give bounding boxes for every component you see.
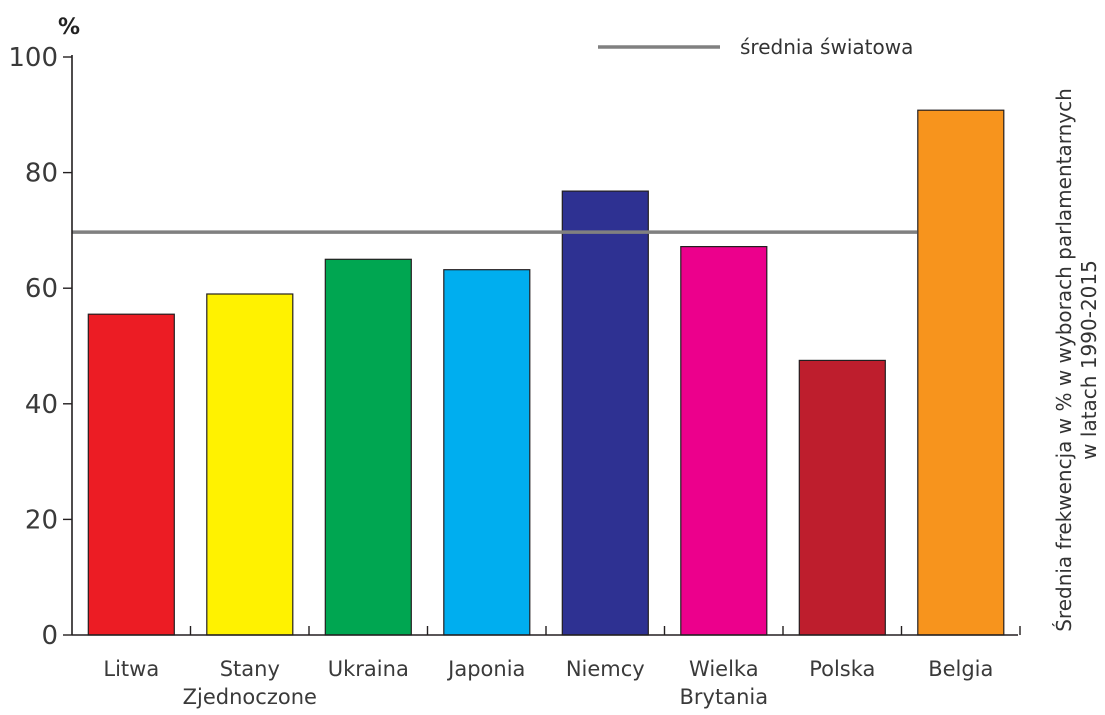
legend: średnia światowa (598, 35, 913, 59)
x-tick-label: Belgia (928, 657, 993, 681)
y-unit-label: % (58, 15, 80, 40)
x-tick-label: Wielka (689, 657, 759, 681)
y-ticks-group: 0 20 40 60 80 100 (8, 43, 72, 651)
y-tick-label: 20 (25, 505, 58, 535)
bar-litwa (87, 313, 175, 636)
x-tick-label: Niemcy (566, 657, 645, 681)
legend-label: średnia światowa (740, 35, 913, 59)
y-axis-title: Średnia frekwencja w % w wyborach parlam… (1052, 88, 1101, 632)
x-tick-label: Brytania (680, 685, 769, 709)
x-tick-label: Japonia (446, 657, 525, 681)
x-tick-label: Polska (809, 657, 875, 681)
bar-wielka-brytania (680, 246, 768, 636)
x-tick-label: Litwa (103, 657, 159, 681)
bars-group (87, 109, 1005, 636)
y-tick-label: 40 (25, 390, 58, 420)
y-axis-title-line-1: Średnia frekwencja w % w wyborach parlam… (1052, 88, 1076, 632)
x-tick-label: Stany (220, 657, 280, 681)
axes-group (71, 55, 1021, 636)
bar-polska (798, 359, 886, 636)
bar-stany-zjednoczone (206, 293, 294, 636)
y-tick-label: 60 (25, 274, 58, 304)
bar-japonia (443, 269, 531, 636)
bar-belgia (917, 109, 1005, 636)
y-axis-title-line-2: w latach 1990-2015 (1077, 260, 1101, 460)
bar-niemcy (561, 190, 649, 636)
y-tick-label: 0 (41, 621, 58, 651)
x-tick-label: Ukraina (328, 657, 409, 681)
x-labels-group: Litwa Stany Zjednoczone Ukraina Japonia Niemc… (103, 657, 993, 709)
x-tick-label: Zjednoczone (183, 685, 317, 709)
bar-ukraina (324, 258, 412, 636)
y-tick-label: 80 (25, 159, 58, 189)
y-tick-label: 100 (8, 43, 58, 73)
